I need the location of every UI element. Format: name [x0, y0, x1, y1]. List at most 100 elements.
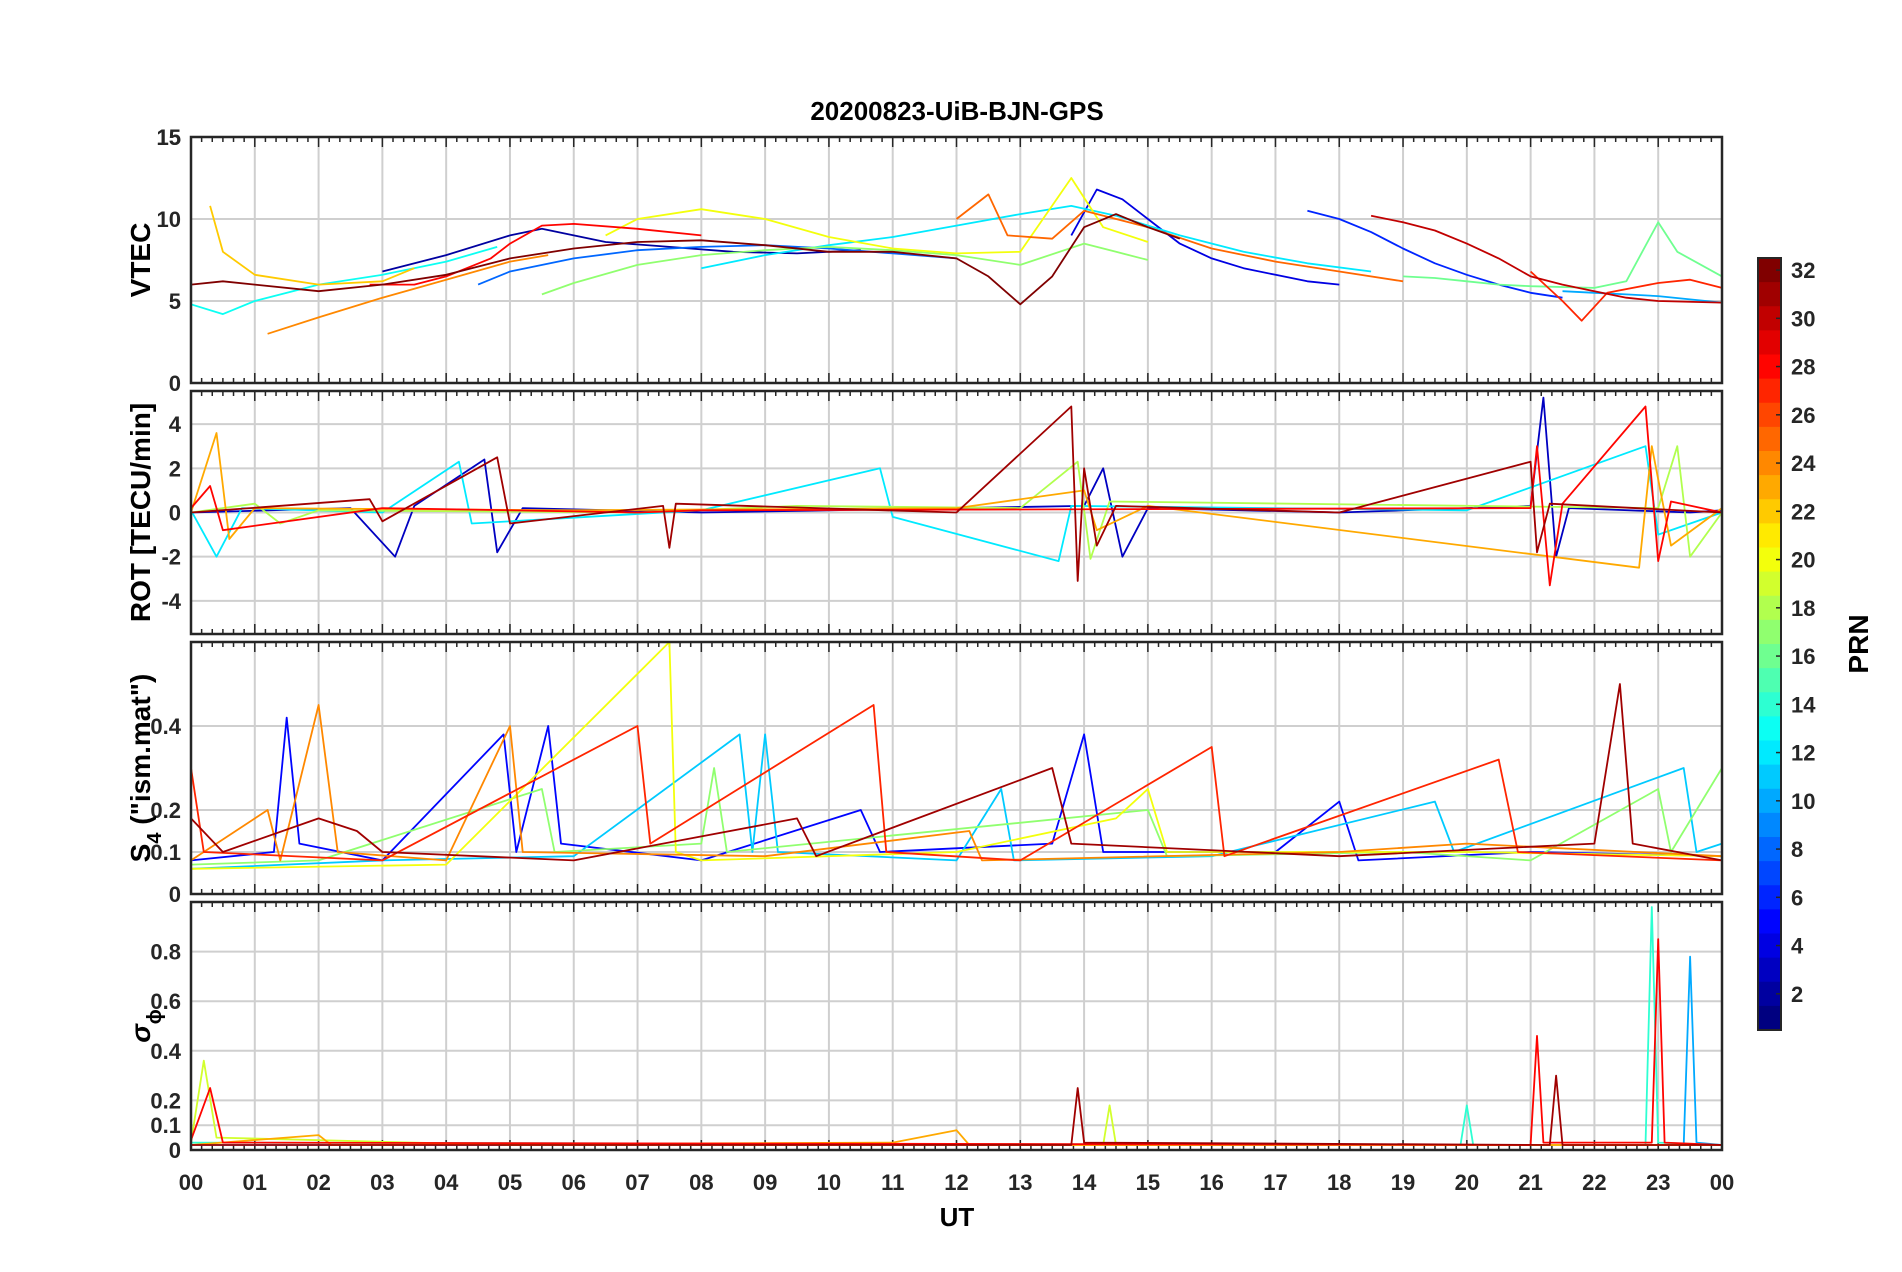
y-tick-label: 0.1: [150, 840, 181, 865]
colorbar-tick-label: 24: [1791, 451, 1816, 476]
x-tick-label: 05: [498, 1170, 522, 1195]
x-tick-label: 00: [1710, 1170, 1734, 1195]
colorbar-tick-label: 10: [1791, 789, 1815, 814]
colorbar-segment: [1758, 547, 1781, 573]
colorbar-frame: [1757, 257, 1782, 1031]
panel-frame: [189, 640, 1724, 896]
colorbar-tick-label: 30: [1791, 306, 1815, 331]
x-tick-label: 04: [434, 1170, 459, 1195]
series-prn-28: [190, 938, 1723, 1146]
colorbar-segment: [1758, 475, 1781, 500]
series-prn-10: [1562, 290, 1723, 304]
x-tick-label: 23: [1646, 1170, 1670, 1195]
colorbar-segment: [1758, 933, 1781, 959]
y-tick-label: 0: [169, 371, 181, 396]
colorbar-segment: [1758, 571, 1781, 597]
panel-frame: [189, 900, 1724, 1152]
panel-frame: [189, 389, 1724, 636]
y-tick-label: 0.6: [150, 989, 181, 1014]
y-tick-label: 0.8: [150, 940, 181, 965]
x-tick-label: 03: [370, 1170, 394, 1195]
y-tick-label: 0.2: [150, 798, 181, 823]
y-tick-label: 0.1: [150, 1113, 181, 1138]
series-prn-22: [209, 205, 415, 286]
colorbar-tick-label: 14: [1791, 692, 1816, 717]
colorbar-segment: [1758, 885, 1781, 910]
y-tick-label: 0: [169, 882, 181, 907]
series-prn-27: [1529, 270, 1723, 322]
colorbar-segment: [1758, 861, 1781, 886]
colorbar-segment: [1758, 451, 1781, 476]
y-tick-label: 0: [169, 1138, 181, 1163]
colorbar-segment: [1758, 909, 1781, 935]
colorbar-segment: [1758, 378, 1781, 404]
colorbar-segment: [1758, 595, 1781, 621]
series-prn-28: [369, 222, 702, 286]
x-tick-label: 06: [562, 1170, 586, 1195]
y-tick-label: -4: [161, 589, 181, 614]
y-tick-label: 5: [169, 289, 181, 314]
series-prn-31: [190, 683, 1723, 862]
x-tick-label: 10: [817, 1170, 841, 1195]
y-tick-label: -2: [161, 545, 181, 570]
colorbar-tick-label: 6: [1791, 885, 1803, 910]
series-prn-16: [1402, 221, 1723, 289]
series-prn-28: [190, 405, 1723, 587]
x-tick-label: 02: [306, 1170, 330, 1195]
x-tick-label: 22: [1582, 1170, 1606, 1195]
x-tick-label: 18: [1327, 1170, 1351, 1195]
colorbar-tick-label: 12: [1791, 741, 1815, 766]
colorbar-segment: [1758, 716, 1781, 742]
series-prn-24: [267, 254, 549, 335]
colorbar-segment: [1758, 740, 1781, 766]
series-prn-23: [190, 432, 1723, 569]
colorbar-segment: [1758, 957, 1781, 983]
colorbar-tick-label: 2: [1791, 982, 1803, 1007]
colorbar-segment: [1758, 402, 1781, 428]
series-prn-31: [190, 405, 1723, 582]
y-tick-label: 0.4: [150, 714, 181, 739]
colorbar-segment: [1758, 1005, 1781, 1031]
colorbar-tick-label: 18: [1791, 596, 1815, 621]
series-prn-25: [955, 193, 1404, 283]
series-prn-6: [1307, 209, 1563, 299]
x-tick-label: 12: [944, 1170, 968, 1195]
colorbar-segment: [1758, 306, 1781, 331]
series-prn-12: [190, 445, 1723, 562]
colorbar-segment: [1758, 330, 1781, 356]
colorbar-segment: [1758, 981, 1781, 1007]
panel-frame: [189, 135, 1724, 385]
x-tick-label: 16: [1199, 1170, 1223, 1195]
series-prn-30: [1370, 214, 1723, 304]
colorbar-segment: [1758, 354, 1781, 380]
x-tick-label: 21: [1518, 1170, 1542, 1195]
series-prn-2: [382, 227, 861, 273]
x-tick-label: 13: [1008, 1170, 1032, 1195]
panel-rot: -4 -2 0 2 4 ROT [TECU/min]: [125, 389, 1724, 636]
colorbar-tick-label: 32: [1791, 258, 1815, 283]
y-tick-label: 2: [169, 456, 181, 481]
colorbar-segment: [1758, 812, 1781, 838]
series-prn-11: [190, 733, 1723, 870]
colorbar-segment: [1758, 788, 1781, 814]
x-tick-label: 01: [243, 1170, 267, 1195]
panel-sigma_phi: 00.10.2 0.4 0.6 0.8 σϕ: [125, 900, 1724, 1163]
y-axis-label: ROT [TECU/min]: [125, 403, 156, 622]
y-tick-label: 0: [169, 501, 181, 526]
series-prn-17: [541, 242, 1149, 296]
y-axis-label: VTEC: [125, 223, 156, 298]
series-prn-5: [190, 716, 1723, 862]
colorbar-segment: [1758, 426, 1781, 452]
y-tick-label: 4: [169, 412, 182, 437]
series-prn-20: [605, 177, 1149, 255]
series-prn-4: [1070, 188, 1340, 286]
x-tick-label: 07: [625, 1170, 649, 1195]
colorbar-segment: [1758, 837, 1781, 862]
colorbar-segment: [1758, 764, 1781, 790]
panel-s4: 0 0.1 0.2 0.4S4 ("ism.mat"): [125, 640, 1724, 907]
colorbar-segment: [1758, 644, 1781, 669]
colorbar-segment: [1758, 692, 1781, 717]
